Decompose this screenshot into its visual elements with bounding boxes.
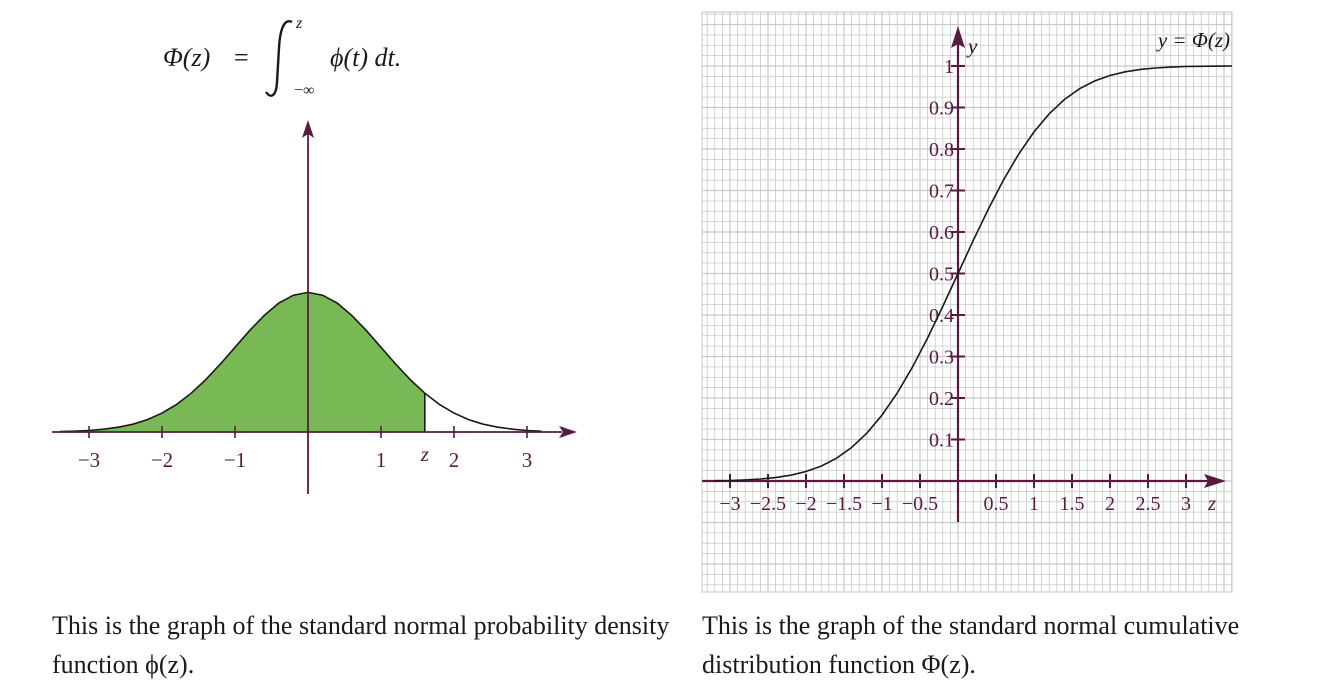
- formula-equals: =: [234, 43, 249, 72]
- y-axis-arrow: [302, 120, 314, 138]
- formula-integrand: ϕ(t) dt.: [330, 43, 401, 72]
- formula-upper-limit: z: [295, 15, 303, 32]
- x-tick-label: −1: [871, 493, 892, 515]
- x-tick-label: 3: [1181, 493, 1191, 515]
- x-tick-label: 2: [1105, 493, 1115, 515]
- formula-lhs: Φ(z): [163, 43, 210, 72]
- integral-sign: [265, 20, 293, 97]
- curve-label: y = Φ(z): [1156, 28, 1230, 52]
- y-tick-label: 0.1: [929, 430, 954, 452]
- x-tick-label: −3: [78, 448, 100, 472]
- z-marker-label: z: [420, 442, 429, 466]
- x-tick-label: 3: [522, 448, 533, 472]
- shaded-area: [59, 292, 425, 432]
- x-tick-label: −1: [224, 448, 246, 472]
- pdf-chart: −3 −2 −1 1 2 3 z: [52, 120, 577, 494]
- cdf-curve: [714, 65, 1233, 482]
- x-tick-label: 0.5: [984, 493, 1009, 515]
- y-tick-label: 0.6: [929, 222, 954, 244]
- y-tick-label: 0.8: [929, 139, 954, 161]
- x-tick-label: −2.5: [750, 493, 786, 515]
- x-tick-label: 2.5: [1136, 493, 1161, 515]
- y-tick-label: 0.2: [929, 388, 954, 410]
- x-tick-label: −1.5: [826, 493, 862, 515]
- cdf-definition-formula: Φ(z) = z −∞ ϕ(t) dt.: [163, 15, 401, 99]
- y-tick-label: 0.5: [929, 264, 954, 286]
- x-tick-label: 1: [376, 448, 387, 472]
- plot-area: [701, 11, 1233, 593]
- cdf-caption: This is the graph of the standard normal…: [702, 611, 1240, 679]
- x-tick-label: −3: [719, 493, 740, 515]
- y-tick-label: 1: [944, 56, 954, 78]
- x-tick-label: −2: [151, 448, 173, 472]
- pdf-caption: This is the graph of the standard normal…: [52, 611, 670, 679]
- y-axis-label: y: [966, 34, 978, 58]
- y-axis-arrow: [951, 26, 965, 48]
- y-tick-label: 0.9: [929, 98, 954, 120]
- density-curve: [59, 291, 542, 433]
- x-axis-arrow: [559, 426, 577, 438]
- x-axis-label: z: [1207, 491, 1216, 515]
- x-tick-label: −0.5: [902, 493, 938, 515]
- x-tick-label: 1.5: [1060, 493, 1085, 515]
- cdf-chart: −3 −2.5 −2 −1.5 −1 −0.5 0.5 1 1.5 2 2.5 3 0.1 0.2 0.3 0…: [701, 11, 1233, 593]
- formula-lower-limit: −∞: [294, 82, 314, 99]
- y-tick-label: 0.3: [929, 347, 954, 369]
- x-tick-label: −2: [795, 493, 816, 515]
- y-tick-label: 0.7: [929, 181, 954, 203]
- x-tick-label: 2: [449, 448, 460, 472]
- x-axis-arrow: [1204, 474, 1226, 488]
- x-tick-label: 1: [1029, 493, 1039, 515]
